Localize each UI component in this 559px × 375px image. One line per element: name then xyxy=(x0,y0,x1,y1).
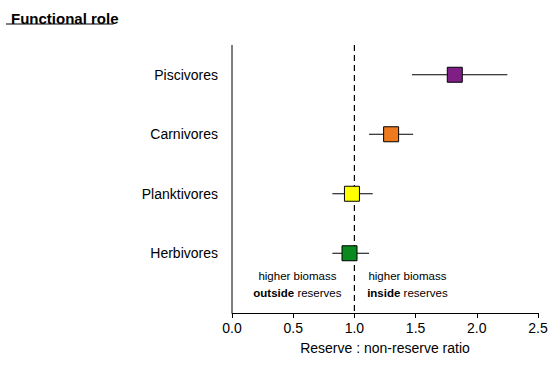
svg-text:Carnivores: Carnivores xyxy=(150,126,218,142)
svg-text:higher biomass: higher biomass xyxy=(258,270,336,282)
svg-text:reserves: reserves xyxy=(400,287,448,299)
svg-text:reserves: reserves xyxy=(294,287,342,299)
svg-text:2.5: 2.5 xyxy=(528,320,548,336)
svg-text:Functional role: Functional role xyxy=(11,10,119,27)
svg-text:0.5: 0.5 xyxy=(283,320,303,336)
svg-text:2.0: 2.0 xyxy=(467,320,487,336)
svg-text:Planktivores: Planktivores xyxy=(142,186,218,202)
svg-text:Piscivores: Piscivores xyxy=(154,67,218,83)
svg-text:Reserve : non-reserve ratio: Reserve : non-reserve ratio xyxy=(300,340,470,356)
svg-text:higher biomass: higher biomass xyxy=(368,270,446,282)
svg-text:1.0: 1.0 xyxy=(345,320,365,336)
svg-text:1.5: 1.5 xyxy=(406,320,426,336)
svg-text:0.0: 0.0 xyxy=(222,320,242,336)
svg-text:inside: inside xyxy=(367,287,400,299)
svg-text:Herbivores: Herbivores xyxy=(150,245,218,261)
svg-text:outside: outside xyxy=(253,287,294,299)
